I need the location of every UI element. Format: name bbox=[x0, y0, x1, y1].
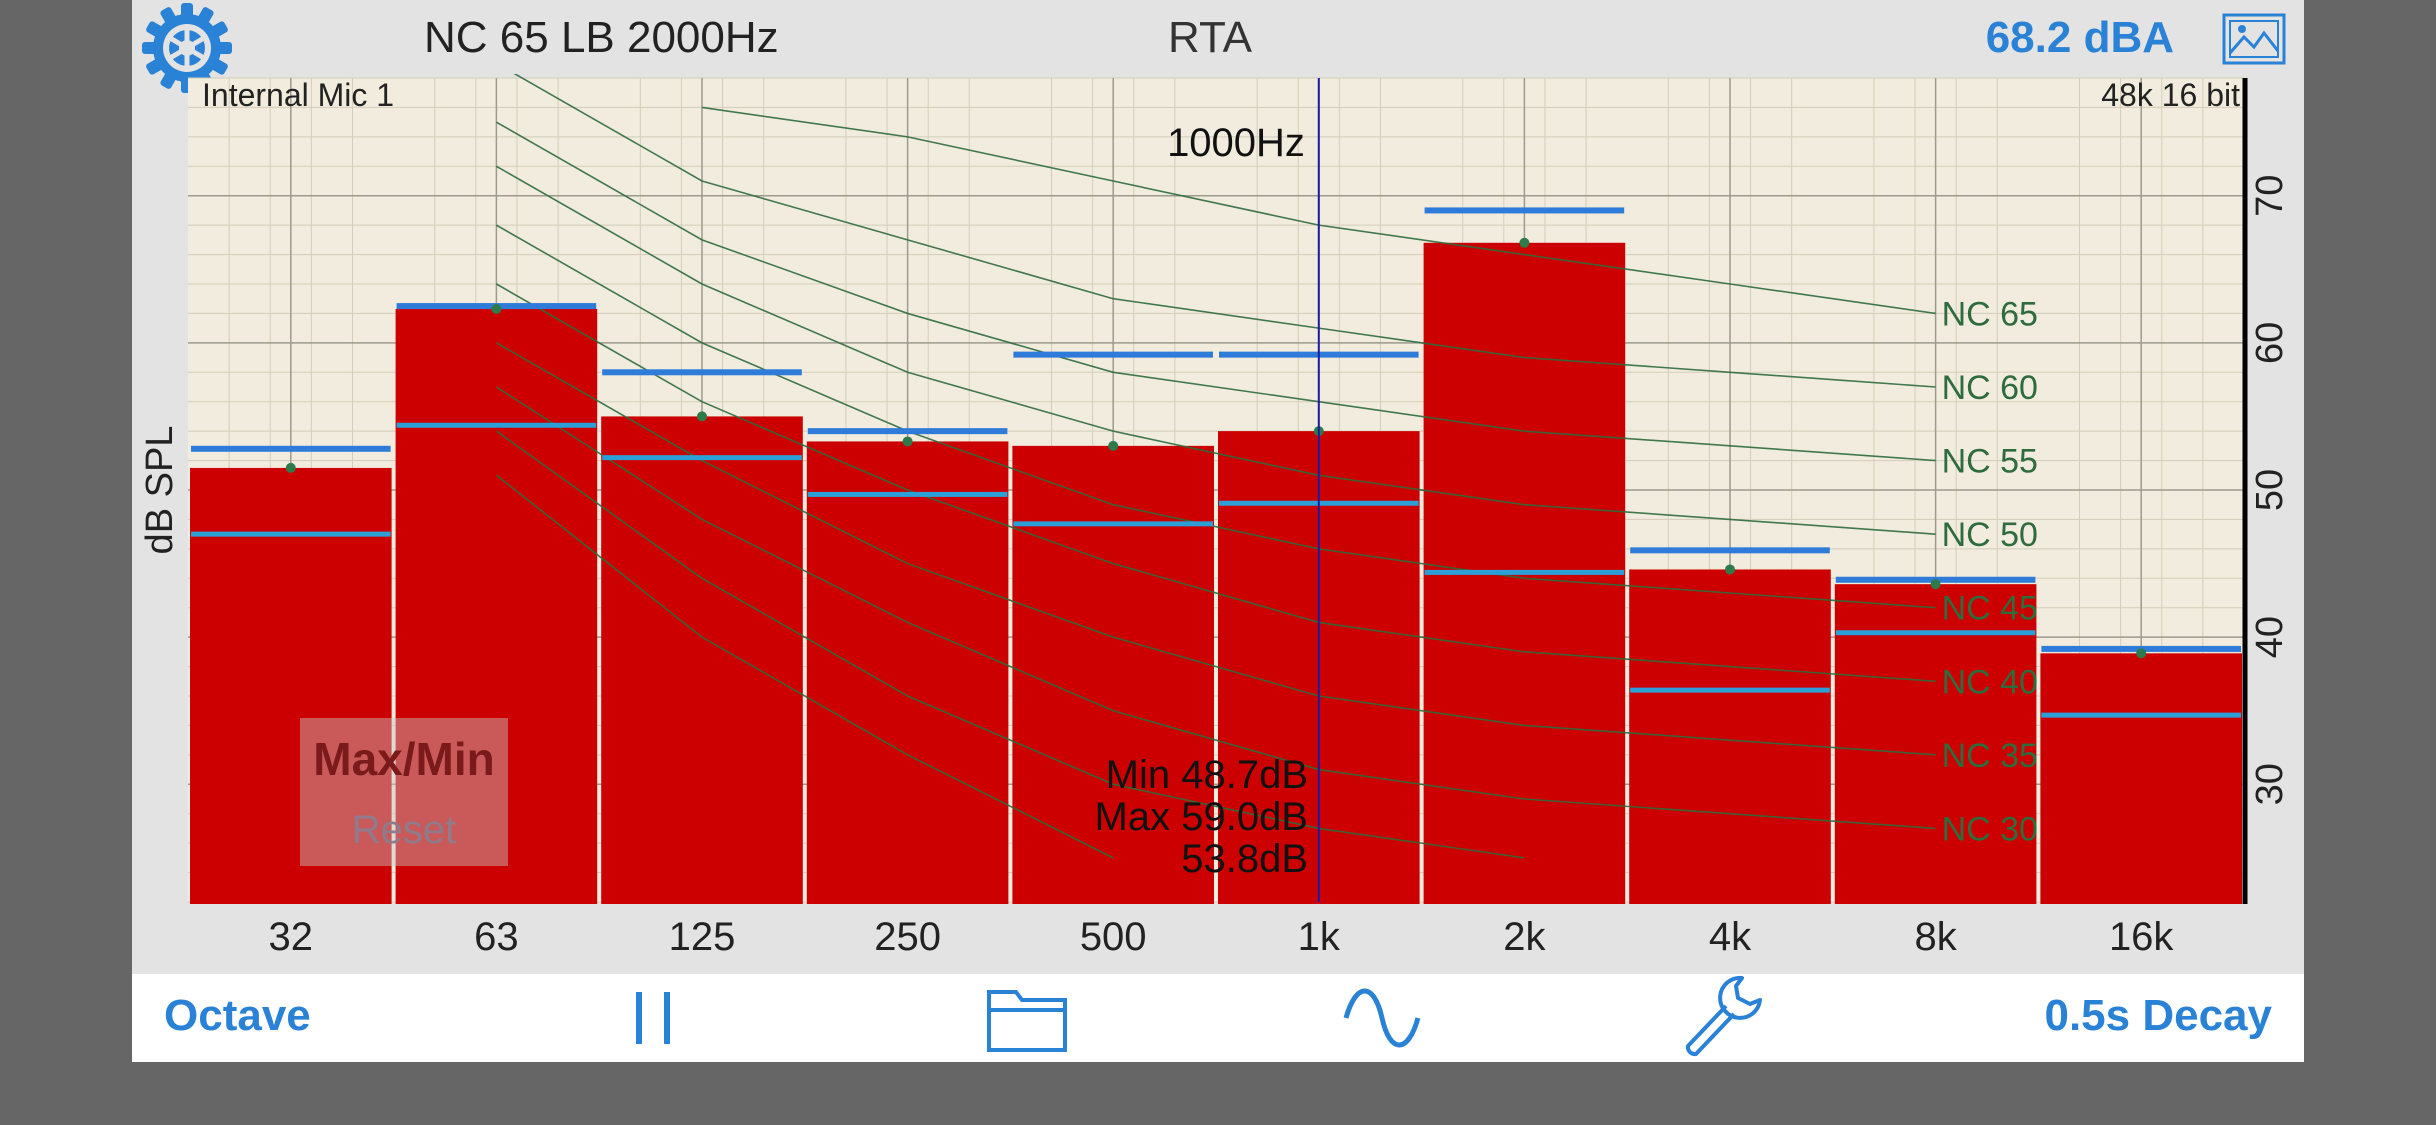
max-marker-4k bbox=[1630, 547, 1830, 554]
level-bar-250 bbox=[806, 441, 1009, 904]
level-point-32 bbox=[285, 462, 296, 473]
x-tick-label-2k: 2k bbox=[1503, 915, 1546, 959]
nc-curve-line bbox=[496, 283, 1936, 683]
level-point-125 bbox=[697, 411, 707, 422]
stat-current: 53.8dB bbox=[1181, 837, 1308, 881]
nc-curve-label: NC 60 bbox=[1942, 369, 2038, 407]
max-marker-250 bbox=[807, 428, 1008, 435]
sine-wave-icon[interactable] bbox=[1342, 988, 1422, 1048]
nc-curve-line bbox=[496, 342, 1936, 756]
bottom-toolbar: Octave 0.5s Decay bbox=[132, 974, 2304, 1062]
stat-max: Max 59.0dB bbox=[1095, 795, 1308, 839]
picture-icon[interactable] bbox=[2222, 13, 2286, 65]
nc-curve-line bbox=[496, 165, 1936, 535]
maxmin-reset-button[interactable]: Max/Min Reset bbox=[300, 718, 508, 866]
max-marker-2k bbox=[1424, 207, 1625, 214]
level-point-63 bbox=[491, 304, 502, 315]
reset-label[interactable]: Reset bbox=[351, 808, 457, 852]
nc-curve-label: NC 30 bbox=[1942, 810, 2038, 848]
level-point-250 bbox=[902, 436, 913, 447]
nc-curve-line bbox=[495, 430, 1525, 859]
level-point-8k bbox=[1930, 579, 1941, 590]
min-marker-16k bbox=[2041, 712, 2241, 718]
level-bar-125 bbox=[601, 416, 803, 904]
level-bar-8k bbox=[1834, 584, 2037, 904]
level-point-2k bbox=[1519, 237, 1530, 248]
level-bar-32 bbox=[190, 467, 392, 904]
level-readout: 68.2 dBA bbox=[1985, 13, 2174, 62]
min-marker-32 bbox=[191, 531, 391, 537]
cursor-frequency-label: 1000Hz bbox=[1167, 121, 1305, 165]
x-tick-label-16k: 16k bbox=[2109, 915, 2174, 959]
stat-min: Min 48.7dB bbox=[1106, 753, 1308, 797]
y-tick-label-50: 50 bbox=[2249, 469, 2291, 511]
nc-curve-label: NC 50 bbox=[1942, 516, 2038, 554]
x-tick-label-63: 63 bbox=[474, 915, 519, 959]
level-bars bbox=[190, 242, 2242, 905]
y-tick-label-70: 70 bbox=[2249, 175, 2291, 217]
format-label: 48k 16 bit bbox=[2101, 77, 2240, 113]
x-tick-label-250: 250 bbox=[874, 915, 941, 959]
nc-curve-label: NC 65 bbox=[1942, 295, 2038, 333]
pause-icon[interactable] bbox=[624, 986, 684, 1050]
axis-ticks: 32 63 125 250 500 1k 2k 4k 8k 16k 30 40 50 60 70 bbox=[269, 175, 2291, 959]
decay-button[interactable]: 0.5s Decay bbox=[2044, 991, 2272, 1040]
folder-icon[interactable] bbox=[986, 984, 1068, 1054]
rta-chart[interactable]: NC 65 NC 60 NC 55 NC 50 NC 45 NC 40 NC 35 NC 30… bbox=[132, 74, 2304, 974]
y-tick-label-60: 60 bbox=[2249, 322, 2291, 364]
level-bar-63 bbox=[395, 309, 598, 904]
x-tick-label-4k: 4k bbox=[1709, 915, 1752, 959]
x-tick-label-8k: 8k bbox=[1914, 915, 1957, 959]
x-tick-label-32: 32 bbox=[269, 915, 314, 959]
min-marker-500 bbox=[1013, 521, 1213, 527]
y-tick-label-30: 30 bbox=[2249, 763, 2291, 805]
y-tick-label-40: 40 bbox=[2249, 616, 2291, 658]
level-bar-4k bbox=[1629, 569, 1831, 904]
level-point-4k bbox=[1725, 564, 1735, 575]
wrench-icon[interactable] bbox=[1680, 974, 1766, 1060]
nc-curve-line bbox=[496, 224, 1936, 609]
rta-app: NC 65 LB 2000Hz RTA 68.2 dBA NC 65 NC 60 N… bbox=[132, 0, 2304, 1062]
max-marker-500 bbox=[1013, 351, 1213, 358]
nc-curve-label: NC 55 bbox=[1942, 443, 2038, 481]
nc-curve-line bbox=[496, 121, 1936, 462]
min-marker-63 bbox=[396, 422, 597, 428]
level-point-500 bbox=[1108, 440, 1119, 451]
x-tick-label-1k: 1k bbox=[1298, 915, 1341, 959]
nc-curve-label: NC 35 bbox=[1942, 737, 2038, 775]
max-marker-32 bbox=[191, 445, 391, 452]
min-marker-125 bbox=[602, 455, 802, 461]
maxmin-label: Max/Min bbox=[313, 733, 495, 785]
band-mode-button[interactable]: Octave bbox=[164, 991, 311, 1040]
level-bar-16k bbox=[2040, 653, 2242, 904]
max-marker-125 bbox=[602, 369, 802, 376]
x-tick-label-125: 125 bbox=[669, 915, 736, 959]
nc-rating-readout: NC 65 LB 2000Hz bbox=[424, 13, 779, 62]
y-axis-label: dB SPL bbox=[139, 426, 181, 555]
x-tick-label-500: 500 bbox=[1080, 915, 1147, 959]
min-marker-8k bbox=[1835, 630, 2036, 636]
min-marker-250 bbox=[807, 491, 1008, 497]
nc-curve-line bbox=[495, 386, 1936, 830]
nc-curve-line bbox=[513, 74, 1936, 388]
min-marker-4k bbox=[1630, 687, 1830, 693]
screen-title: RTA bbox=[1168, 13, 1252, 62]
nc-curve-line bbox=[495, 474, 1114, 859]
min-marker-2k bbox=[1424, 569, 1625, 575]
nc-curve-label: NC 45 bbox=[1942, 590, 2038, 628]
level-point-16k bbox=[2136, 648, 2147, 659]
input-label: Internal Mic 1 bbox=[202, 77, 394, 113]
nc-curve-label: NC 40 bbox=[1942, 663, 2038, 701]
